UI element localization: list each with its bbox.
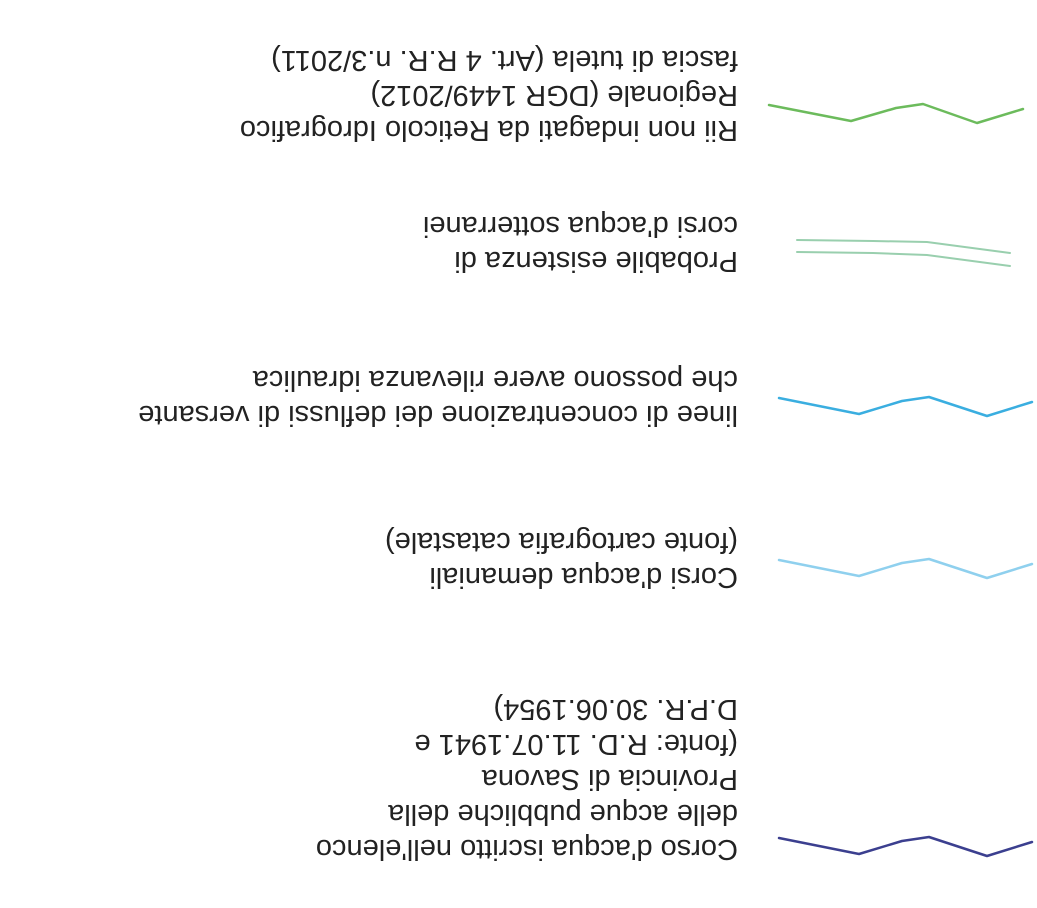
legend-label-line: (fonte: R.D. 11.07.1941 e: [414, 728, 738, 760]
legend-swatch-linee-concentrazione: [777, 395, 1034, 418]
legend-label-acque-pubbliche: Corso d'acqua iscritto nell'elenco delle…: [316, 691, 738, 866]
legend-label-linee-concentrazione: linee di concentrazione dei deflussi di …: [138, 362, 738, 432]
legend-label-line: linee di concentrazione dei deflussi di …: [138, 399, 738, 431]
legend-label-line: D.P.R. 30.06.1954): [493, 693, 738, 725]
legend-label-line: corsi d'acqua sotterranei: [422, 210, 738, 242]
legend-label-line: che possono avere rilevanza idraulica: [252, 364, 738, 396]
legend-line-rii-non-indagati: [767, 102, 1025, 125]
legend-line-linee-concentrazione: [777, 395, 1034, 418]
legend-label-line: Corso d'acqua iscritto nell'elenco: [315, 833, 738, 865]
legend-swatch-rii-non-indagati: [767, 102, 1025, 125]
legend-swatch-acque-pubbliche: [777, 835, 1034, 858]
legend-label-line: Rii non indagati da Reticolo Idrografico: [239, 114, 738, 146]
legend-line-acque-pubbliche: [777, 835, 1034, 858]
legend-label-demaniali: Corsi d'acqua demaniali (fonte cartograf…: [385, 524, 738, 594]
legend-label-line: Regionale (DGR 1449/2012): [370, 79, 738, 111]
legend-label-rii-non-indagati: Rii non indagati da Reticolo Idrografico…: [240, 42, 738, 147]
legend-label-line: Corsi d'acqua demaniali: [429, 561, 738, 593]
legend-label-line: fascia di tutela (Art. 4 R.R. n.3/2011): [271, 44, 738, 76]
legend-line-demaniali: [777, 557, 1034, 580]
legend-line-sotterranei-b: [796, 239, 1011, 254]
legend-label-line: Provincia di Savona: [481, 763, 738, 795]
legend-label-line: Probabile esistenza di: [454, 245, 738, 277]
legend-label-line: (fonte cartografia catastale): [384, 526, 738, 558]
legend-swatch-demaniali: [777, 557, 1034, 580]
legend-line-sotterranei-a: [796, 251, 1011, 267]
legend-label-line: delle acque pubbliche della: [388, 798, 738, 830]
legend-label-sotterranei: Probabile esistenza di corsi d'acqua sot…: [423, 208, 738, 278]
legend-swatch-sotterranei: [796, 239, 1011, 267]
